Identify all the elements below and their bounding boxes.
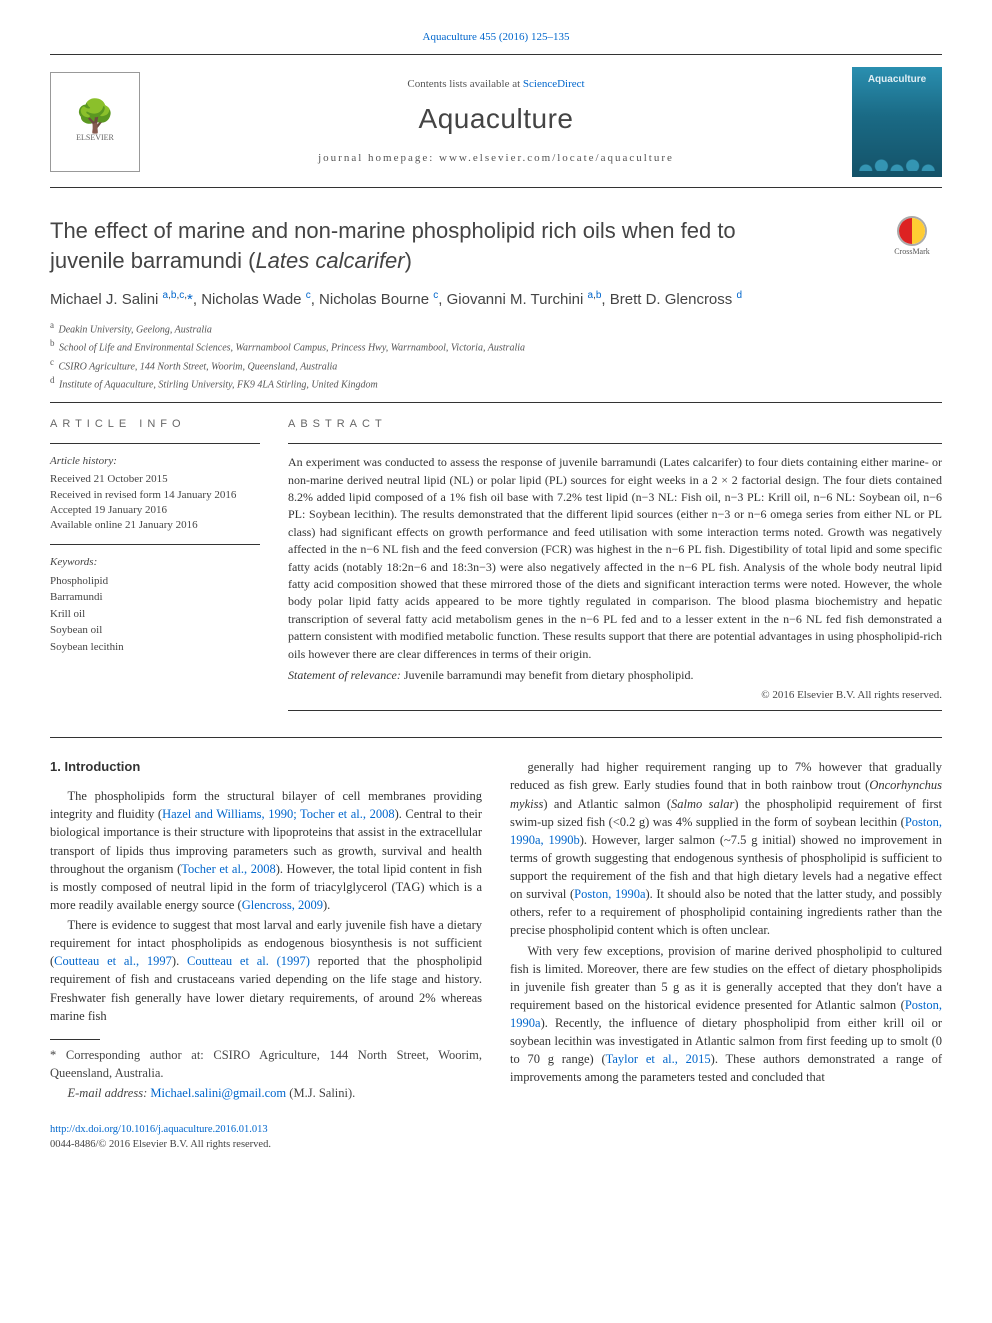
- abstract-heading: ABSTRACT: [288, 417, 942, 433]
- footnote-separator: [50, 1039, 100, 1040]
- journal-name: Aquaculture: [140, 99, 852, 140]
- rule-top: [50, 54, 942, 55]
- email-suffix: (M.J. Salini).: [286, 1086, 355, 1100]
- keywords-label: Keywords:: [50, 555, 260, 571]
- email-link[interactable]: Michael.salini@gmail.com: [150, 1086, 286, 1100]
- keyword: Soybean oil: [50, 622, 260, 639]
- info-abstract-block: ARTICLE INFO Article history: Received 2…: [50, 402, 942, 711]
- article-title: The effect of marine and non-marine phos…: [50, 216, 882, 275]
- history-line: Received in revised form 14 January 2016: [50, 488, 260, 503]
- history-line: Received 21 October 2015: [50, 472, 260, 487]
- abstract-copyright: © 2016 Elsevier B.V. All rights reserved…: [288, 688, 942, 704]
- ref-link[interactable]: Coutteau et al., 1997: [54, 954, 172, 968]
- keyword: Phospholipid: [50, 573, 260, 590]
- publisher-logo: 🌳 ELSEVIER: [50, 72, 140, 172]
- ref-link[interactable]: Coutteau et al. (1997): [187, 954, 310, 968]
- authors: Michael J. Salini a,b,c,*, Nicholas Wade…: [50, 289, 942, 311]
- journal-cover: Aquaculture: [852, 67, 942, 177]
- masthead: 🌳 ELSEVIER Contents lists available at S…: [50, 59, 942, 183]
- title-row: The effect of marine and non-marine phos…: [50, 216, 942, 275]
- intro-para-4: With very few exceptions, provision of m…: [510, 942, 942, 1087]
- history-label: Article history:: [50, 454, 260, 470]
- ref-link[interactable]: Glencross, 2009: [242, 898, 323, 912]
- ref-link[interactable]: Poston, 1990a: [574, 887, 645, 901]
- body-text: 1. Introduction The phospholipids form t…: [50, 737, 942, 1104]
- citation-link[interactable]: Aquaculture 455 (2016) 125–135: [423, 31, 570, 43]
- issn-copyright: 0044-8486/© 2016 Elsevier B.V. All right…: [50, 1139, 271, 1150]
- statement-text: Juvenile barramundi may benefit from die…: [401, 668, 694, 682]
- affiliations: a Deakin University, Geelong, Australiab…: [50, 319, 942, 392]
- affiliation: a Deakin University, Geelong, Australia: [50, 319, 942, 337]
- email-label: E-mail address:: [68, 1086, 151, 1100]
- contents-prefix: Contents lists available at: [407, 78, 522, 90]
- species-italic: Salmo salar: [671, 797, 734, 811]
- abstract: ABSTRACT An experiment was conducted to …: [288, 417, 942, 711]
- abstract-text: An experiment was conducted to assess th…: [288, 454, 942, 663]
- title-line-2b: ): [405, 248, 412, 273]
- intro-heading: 1. Introduction: [50, 758, 482, 777]
- contents-line: Contents lists available at ScienceDirec…: [140, 77, 852, 93]
- journal-citation: Aquaculture 455 (2016) 125–135: [50, 30, 942, 46]
- ref-link[interactable]: Taylor et al., 2015: [606, 1052, 711, 1066]
- publisher-logo-label: ELSEVIER: [76, 132, 114, 144]
- keyword: Soybean lecithin: [50, 639, 260, 656]
- doi-link[interactable]: http://dx.doi.org/10.1016/j.aquaculture.…: [50, 1124, 268, 1135]
- title-line-2a: juvenile barramundi (: [50, 248, 255, 273]
- intro-para-3: generally had higher requirement ranging…: [510, 758, 942, 939]
- page-footer: http://dx.doi.org/10.1016/j.aquaculture.…: [50, 1122, 942, 1152]
- crossmark-icon: [897, 216, 927, 246]
- sciencedirect-link[interactable]: ScienceDirect: [523, 78, 585, 90]
- keyword: Krill oil: [50, 606, 260, 623]
- statement-label: Statement of relevance:: [288, 668, 401, 682]
- title-line-1: The effect of marine and non-marine phos…: [50, 218, 736, 243]
- article-info-heading: ARTICLE INFO: [50, 417, 260, 433]
- statement-of-relevance: Statement of relevance: Juvenile barramu…: [288, 667, 942, 684]
- homepage-prefix: journal homepage:: [318, 152, 439, 164]
- article-info: ARTICLE INFO Article history: Received 2…: [50, 417, 260, 711]
- journal-cover-label: Aquaculture: [868, 73, 926, 88]
- ref-link[interactable]: Tocher et al., 2008: [181, 862, 275, 876]
- affiliation: c CSIRO Agriculture, 144 North Street, W…: [50, 356, 942, 374]
- history-line: Accepted 19 January 2016: [50, 503, 260, 518]
- affiliation: b School of Life and Environmental Scien…: [50, 337, 942, 355]
- intro-para-2: There is evidence to suggest that most l…: [50, 916, 482, 1025]
- title-species: Lates calcarifer: [255, 248, 404, 273]
- homepage-url[interactable]: www.elsevier.com/locate/aquaculture: [439, 152, 674, 164]
- intro-para-1: The phospholipids form the structural bi…: [50, 787, 482, 914]
- masthead-center: Contents lists available at ScienceDirec…: [140, 77, 852, 167]
- history-line: Available online 21 January 2016: [50, 518, 260, 533]
- crossmark-label: CrossMark: [894, 246, 930, 258]
- journal-cover-art-icon: [858, 121, 936, 171]
- journal-homepage: journal homepage: www.elsevier.com/locat…: [140, 151, 852, 167]
- affiliation: d Institute of Aquaculture, Stirling Uni…: [50, 374, 942, 392]
- crossmark-badge[interactable]: CrossMark: [882, 216, 942, 258]
- elsevier-tree-icon: 🌳: [75, 100, 115, 132]
- corresponding-email: E-mail address: Michael.salini@gmail.com…: [50, 1084, 482, 1102]
- rule-bottom-masthead: [50, 187, 942, 188]
- keyword: Barramundi: [50, 589, 260, 606]
- ref-link[interactable]: Hazel and Williams, 1990; Tocher et al.,…: [162, 807, 394, 821]
- corresponding-author: * Corresponding author at: CSIRO Agricul…: [50, 1046, 482, 1082]
